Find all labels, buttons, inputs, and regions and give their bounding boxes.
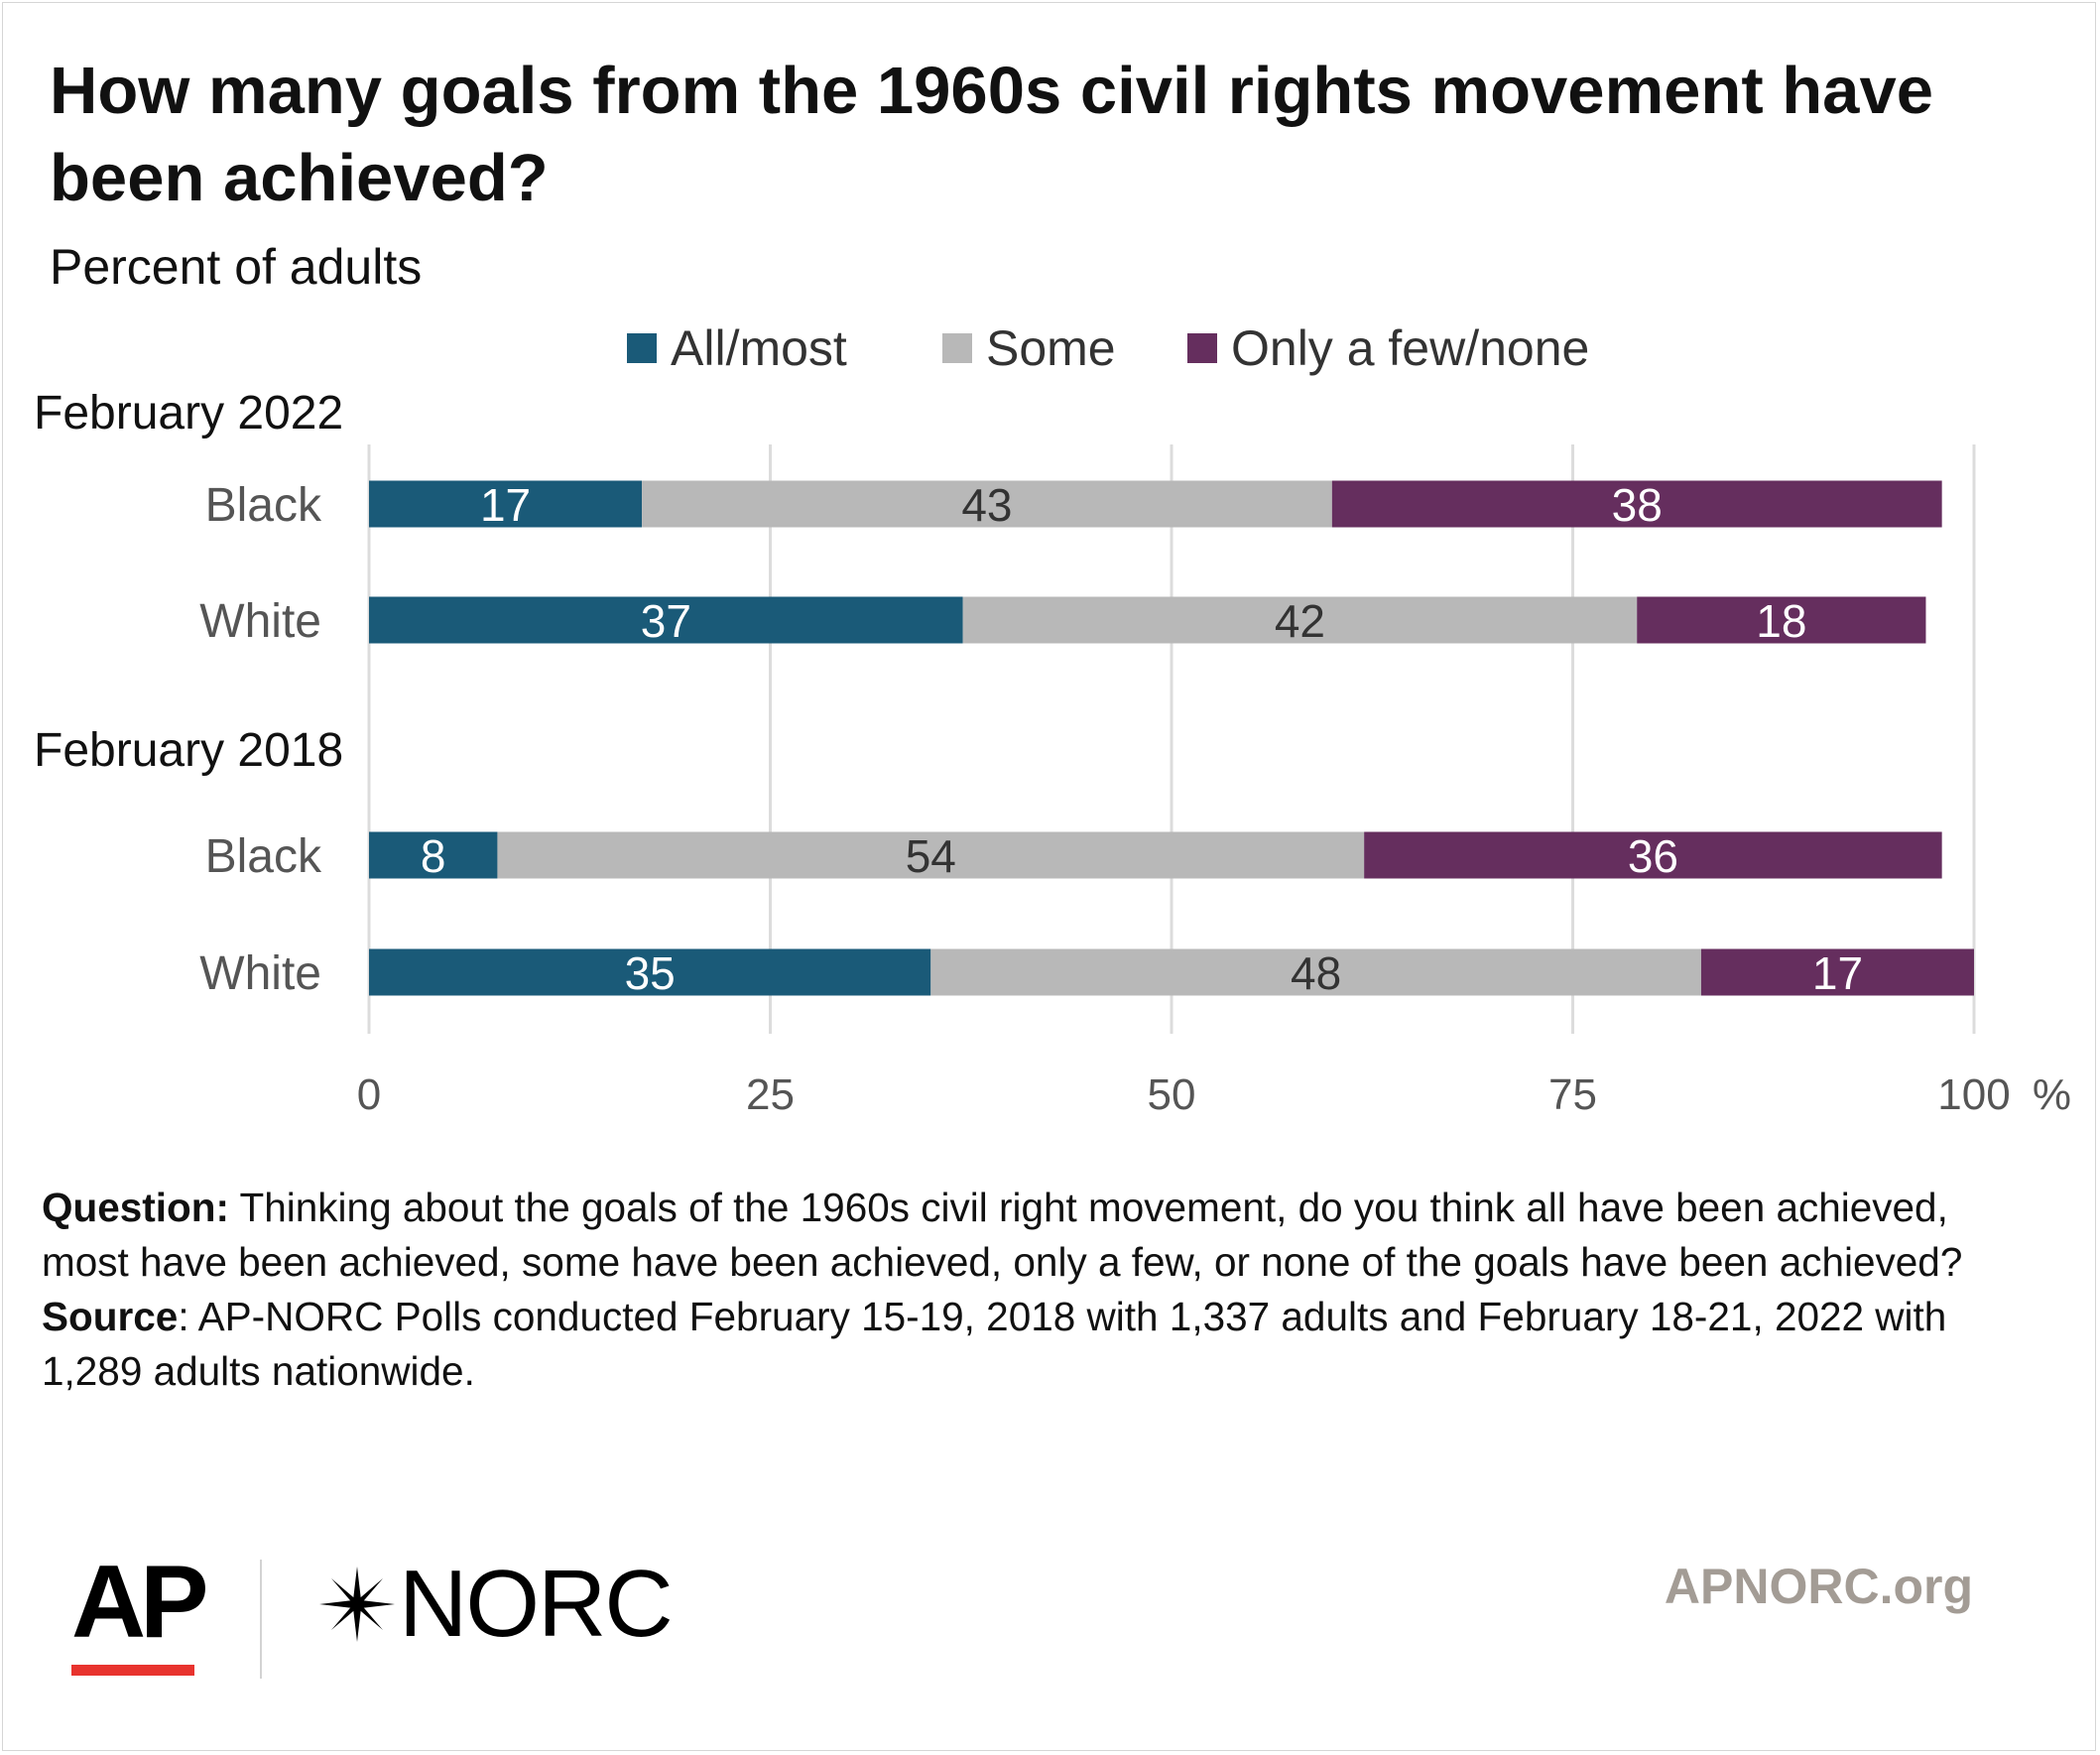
row-label: Black — [205, 479, 322, 532]
legend-item-only-a-few-none: Only a few/none — [1187, 315, 1589, 381]
source-text: : AP-NORC Polls conducted February 15-19… — [42, 1294, 1947, 1394]
bar-value-label: 17 — [1812, 947, 1863, 999]
question-note: Question: Thinking about the goals of th… — [42, 1181, 2016, 1290]
x-tick-label: 0 — [357, 1070, 381, 1119]
legend-swatch-all-most — [627, 333, 657, 363]
bar-segment — [962, 596, 1638, 644]
legend-item-all-most: All/most — [627, 315, 847, 381]
bar-segment — [1637, 596, 1926, 644]
stacked-bar-chart: 0 25 50 75 100 % February 2022 Black 17 43 38 White… — [34, 387, 2071, 1119]
legend-label-only-a-few-none: Only a few/none — [1231, 320, 1590, 376]
norc-star-icon — [319, 1567, 395, 1642]
x-tick-label: 25 — [746, 1070, 795, 1119]
chart-title: How many goals from the 1960s civil righ… — [50, 54, 1933, 215]
group-label: February 2022 — [34, 387, 343, 439]
bar-value-label: 35 — [625, 947, 676, 999]
source-label: Source — [42, 1294, 179, 1339]
bar-segment — [497, 831, 1365, 879]
bar-segment — [930, 948, 1701, 996]
ap-logo-text: AP — [71, 1545, 209, 1660]
row-label: Black — [205, 830, 322, 883]
legend-label-some: Some — [986, 320, 1116, 376]
bar-segment — [1364, 831, 1942, 879]
x-axis-unit: % — [2033, 1070, 2071, 1119]
ap-logo-underline — [71, 1665, 194, 1676]
bar-segment — [369, 596, 963, 644]
question-label: Question: — [42, 1185, 229, 1230]
bar-segment — [1700, 948, 1974, 996]
bar-value-label: 17 — [480, 479, 531, 531]
bar-value-label: 37 — [641, 595, 691, 647]
bar-value-label: 48 — [1291, 947, 1341, 999]
legend-swatch-only-a-few-none — [1187, 333, 1217, 363]
x-tick-label: 100 — [1937, 1070, 2010, 1119]
bar-value-label: 8 — [421, 830, 446, 882]
bar-value-label: 54 — [906, 830, 956, 882]
legend-swatch-some — [942, 333, 972, 363]
logo-divider — [260, 1560, 262, 1679]
chart-subtitle: Percent of adults — [50, 239, 423, 295]
ap-logo: AP — [71, 1545, 209, 1677]
bar-value-label: 43 — [961, 479, 1012, 531]
bar-value-label: 38 — [1612, 479, 1663, 531]
legend-item-some: Some — [942, 315, 1116, 381]
bar-segment — [369, 831, 498, 879]
source-note: Source: AP-NORC Polls conducted February… — [42, 1290, 2016, 1399]
site-url: APNORC.org — [1664, 1559, 1973, 1614]
norc-logo-text: NORC — [399, 1551, 674, 1657]
bar-segment — [1331, 480, 1942, 528]
x-tick-label: 50 — [1148, 1070, 1196, 1119]
bar-segment — [642, 480, 1332, 528]
legend-label-all-most: All/most — [671, 320, 847, 376]
row-label: White — [199, 947, 321, 1000]
norc-logo: NORC — [315, 1550, 674, 1659]
bar-value-label: 42 — [1275, 595, 1325, 647]
bar-value-label: 36 — [1628, 830, 1678, 882]
x-tick-label: 75 — [1548, 1070, 1597, 1119]
row-label: White — [199, 595, 321, 648]
notes: Question: Thinking about the goals of th… — [42, 1181, 2016, 1399]
legend: All/most Some Only a few/none — [0, 315, 2100, 381]
bar-value-label: 18 — [1756, 595, 1806, 647]
group-label: February 2018 — [34, 724, 343, 777]
bar-segment — [369, 480, 643, 528]
question-text: Thinking about the goals of the 1960s ci… — [42, 1185, 1963, 1285]
bar-segment — [369, 948, 931, 996]
